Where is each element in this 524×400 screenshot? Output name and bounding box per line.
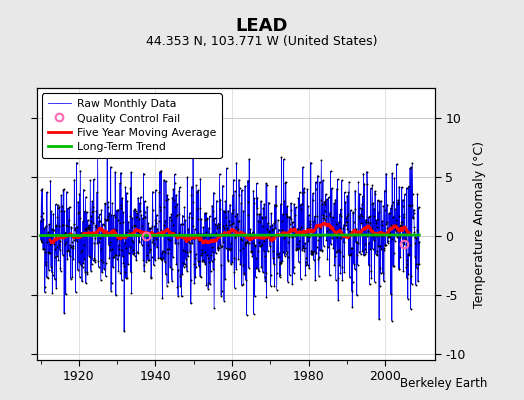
Long-Term Trend [292,233,298,238]
Raw Monthly Data [85,223,92,228]
Five Year Moving Average [93,231,100,236]
Line: Raw Monthly Data: Raw Monthly Data [40,122,419,331]
Raw Monthly Data [93,208,100,213]
Five Year Moving Average [85,230,92,235]
Long-Term Trend [37,233,43,238]
Line: Five Year Moving Average: Five Year Moving Average [50,223,410,243]
Raw Monthly Data [292,205,299,210]
Text: LEAD: LEAD [236,17,288,35]
Five Year Moving Average [334,230,341,235]
Raw Monthly Data [374,249,380,254]
Text: 44.353 N, 103.771 W (United States): 44.353 N, 103.771 W (United States) [146,36,378,48]
Long-Term Trend [93,233,100,238]
Raw Monthly Data [37,218,43,223]
Y-axis label: Temperature Anomaly (°C): Temperature Anomaly (°C) [473,140,486,308]
Long-Term Trend [373,233,379,238]
Raw Monthly Data [335,276,341,280]
Five Year Moving Average [373,231,379,236]
Raw Monthly Data [355,180,362,184]
Raw Monthly Data [416,239,422,244]
Long-Term Trend [416,232,422,237]
Line: Long-Term Trend: Long-Term Trend [40,235,419,236]
Legend: Raw Monthly Data, Quality Control Fail, Five Year Moving Average, Long-Term Tren: Raw Monthly Data, Quality Control Fail, … [42,94,222,158]
Five Year Moving Average [355,230,361,235]
Long-Term Trend [355,233,361,238]
Long-Term Trend [334,233,341,238]
Raw Monthly Data [121,329,127,334]
Long-Term Trend [85,233,92,238]
Text: Berkeley Earth: Berkeley Earth [400,377,487,390]
Five Year Moving Average [292,228,298,232]
Raw Monthly Data [104,119,111,124]
